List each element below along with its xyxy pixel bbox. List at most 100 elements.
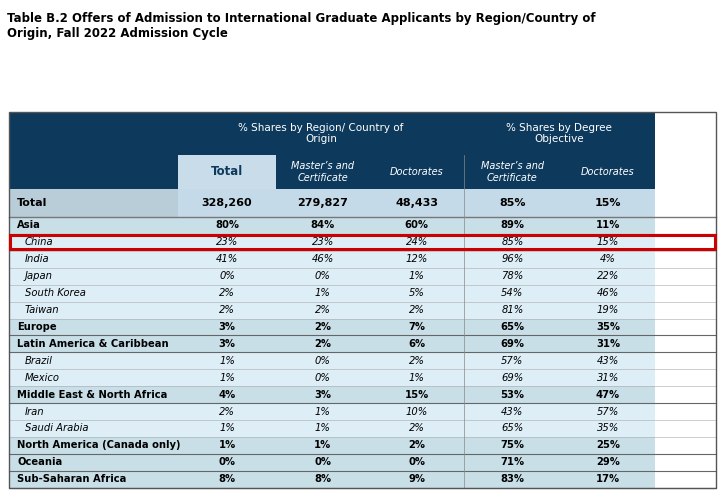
Bar bbox=[276, 386, 370, 403]
Text: 1%: 1% bbox=[409, 373, 425, 383]
Bar bbox=[276, 155, 370, 189]
Text: 43%: 43% bbox=[501, 407, 523, 416]
Bar bbox=[463, 251, 561, 268]
Text: 279,827: 279,827 bbox=[297, 198, 348, 208]
Text: 57%: 57% bbox=[597, 407, 619, 416]
Bar bbox=[178, 386, 276, 403]
Bar bbox=[276, 352, 370, 370]
Text: Mexico: Mexico bbox=[25, 373, 59, 383]
Text: 69%: 69% bbox=[500, 339, 524, 349]
Bar bbox=[178, 471, 276, 488]
Text: 2%: 2% bbox=[314, 322, 331, 332]
Text: Doctorates: Doctorates bbox=[390, 167, 444, 177]
Text: 35%: 35% bbox=[596, 322, 620, 332]
Bar bbox=[9, 335, 178, 352]
Text: 29%: 29% bbox=[596, 457, 620, 467]
Bar bbox=[561, 471, 655, 488]
Bar bbox=[178, 234, 276, 251]
Text: Master’s and
Certificate: Master’s and Certificate bbox=[291, 161, 355, 183]
Text: 1%: 1% bbox=[218, 441, 236, 451]
Text: 2%: 2% bbox=[409, 356, 425, 366]
Text: Taiwan: Taiwan bbox=[25, 305, 59, 315]
Bar bbox=[463, 437, 561, 454]
Bar bbox=[370, 285, 463, 302]
Text: 2%: 2% bbox=[219, 407, 235, 416]
Text: Middle East & North Africa: Middle East & North Africa bbox=[17, 390, 167, 400]
Text: 60%: 60% bbox=[405, 220, 428, 231]
Bar bbox=[9, 285, 178, 302]
Bar bbox=[276, 189, 370, 217]
Text: 43%: 43% bbox=[597, 356, 619, 366]
Text: 0%: 0% bbox=[315, 356, 331, 366]
Text: 84%: 84% bbox=[310, 220, 335, 231]
Bar bbox=[276, 403, 370, 420]
Bar bbox=[276, 251, 370, 268]
Text: 15%: 15% bbox=[405, 390, 428, 400]
Bar bbox=[561, 268, 655, 285]
Text: 0%: 0% bbox=[314, 457, 331, 467]
Text: 1%: 1% bbox=[315, 288, 331, 298]
Bar bbox=[561, 319, 655, 335]
Bar bbox=[463, 403, 561, 420]
Text: 31%: 31% bbox=[596, 339, 620, 349]
Bar bbox=[178, 370, 276, 386]
Bar bbox=[9, 234, 178, 251]
Bar bbox=[178, 285, 276, 302]
Text: 46%: 46% bbox=[597, 288, 619, 298]
Bar bbox=[178, 302, 276, 319]
Bar bbox=[276, 285, 370, 302]
Bar bbox=[370, 352, 463, 370]
Bar bbox=[561, 251, 655, 268]
Text: 65%: 65% bbox=[501, 423, 523, 434]
Bar bbox=[276, 319, 370, 335]
Bar bbox=[561, 335, 655, 352]
Text: 2%: 2% bbox=[409, 305, 425, 315]
Text: 46%: 46% bbox=[312, 254, 334, 264]
Text: Table B.2 Offers of Admission to International Graduate Applicants by Region/Cou: Table B.2 Offers of Admission to Interna… bbox=[7, 12, 596, 41]
Text: 1%: 1% bbox=[315, 423, 331, 434]
Text: 8%: 8% bbox=[218, 474, 236, 484]
Text: 2%: 2% bbox=[314, 339, 331, 349]
Bar bbox=[561, 386, 655, 403]
Bar bbox=[178, 335, 276, 352]
Text: 2%: 2% bbox=[219, 305, 235, 315]
Text: 5%: 5% bbox=[409, 288, 425, 298]
Text: 35%: 35% bbox=[597, 423, 619, 434]
Text: 9%: 9% bbox=[408, 474, 425, 484]
Text: 57%: 57% bbox=[501, 356, 523, 366]
Text: 2%: 2% bbox=[409, 423, 425, 434]
Bar bbox=[463, 234, 561, 251]
Text: South Korea: South Korea bbox=[25, 288, 86, 298]
Text: 328,260: 328,260 bbox=[202, 198, 252, 208]
Text: 6%: 6% bbox=[408, 339, 426, 349]
Text: 81%: 81% bbox=[501, 305, 523, 315]
Bar bbox=[9, 386, 178, 403]
Bar bbox=[463, 155, 561, 189]
Text: India: India bbox=[25, 254, 49, 264]
Bar bbox=[463, 268, 561, 285]
Text: Saudi Arabia: Saudi Arabia bbox=[25, 423, 88, 434]
Bar bbox=[561, 189, 655, 217]
Bar bbox=[463, 352, 561, 370]
Bar bbox=[9, 403, 178, 420]
Bar bbox=[463, 112, 655, 155]
Bar bbox=[276, 437, 370, 454]
Bar bbox=[463, 471, 561, 488]
Text: 4%: 4% bbox=[218, 390, 236, 400]
Bar bbox=[9, 217, 178, 234]
Bar bbox=[463, 319, 561, 335]
Text: Master’s and
Certificate: Master’s and Certificate bbox=[481, 161, 544, 183]
Bar bbox=[561, 437, 655, 454]
Bar bbox=[178, 112, 463, 155]
Text: 71%: 71% bbox=[500, 457, 524, 467]
Text: 0%: 0% bbox=[218, 457, 236, 467]
Text: 3%: 3% bbox=[218, 339, 236, 349]
Text: 2%: 2% bbox=[219, 288, 235, 298]
Bar bbox=[463, 217, 561, 234]
Bar bbox=[561, 352, 655, 370]
Bar bbox=[370, 155, 463, 189]
Bar bbox=[370, 335, 463, 352]
Text: China: China bbox=[25, 238, 53, 247]
Text: 47%: 47% bbox=[596, 390, 620, 400]
Text: 22%: 22% bbox=[597, 271, 619, 281]
